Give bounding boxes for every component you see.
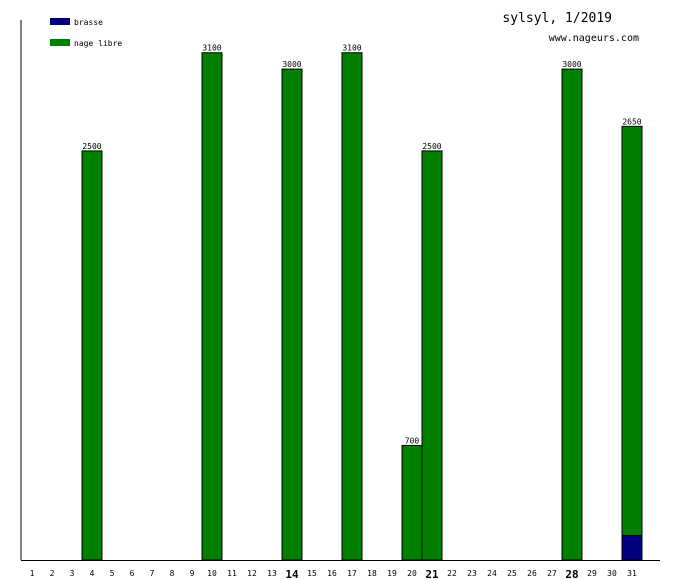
bar-nage-libre-day-21: [421, 150, 443, 561]
legend-label-nage-libre: nage libre: [74, 39, 122, 48]
x-tick-label-12: 12: [247, 569, 257, 578]
bars: [81, 52, 643, 561]
bar-nage-libre-day-28: [561, 68, 583, 561]
x-tick-label-21: 21: [425, 568, 439, 580]
x-tick-label-1: 1: [30, 569, 35, 578]
x-tick-label-25: 25: [507, 569, 517, 578]
data-label-day-17: 3100: [342, 44, 361, 53]
legend-swatch-brasse: [50, 18, 70, 25]
bar-nage-libre-day-10: [201, 52, 223, 561]
x-tick-label-29: 29: [587, 569, 597, 578]
x-tick-label-23: 23: [467, 569, 477, 578]
x-tick-label-17: 17: [347, 569, 357, 578]
x-tick-label-22: 22: [447, 569, 457, 578]
x-tick-label-2: 2: [50, 569, 55, 578]
x-tick-label-14: 14: [285, 568, 299, 580]
x-tick-label-13: 13: [267, 569, 277, 578]
x-tick-label-20: 20: [407, 569, 417, 578]
x-tick-label-30: 30: [607, 569, 617, 578]
bar-nage-libre-day-4: [81, 150, 103, 561]
x-tick-labels: 1 2 3 4 5 6 7 8 9 10 11 12 13 14 15 16 17 18 19 20 21 22 23 24 2…: [30, 568, 637, 580]
data-label-day-21: 2500: [422, 142, 441, 151]
x-tick-label-6: 6: [130, 569, 135, 578]
x-tick-label-26: 26: [527, 569, 537, 578]
data-label-day-28: 3000: [562, 60, 581, 69]
data-label-day-20: 700: [405, 436, 420, 445]
x-tick-label-11: 11: [227, 569, 237, 578]
x-tick-label-27: 27: [547, 569, 557, 578]
x-tick-label-10: 10: [207, 569, 217, 578]
x-tick-label-18: 18: [367, 569, 377, 578]
x-tick-label-19: 19: [387, 569, 397, 578]
x-tick-label-3: 3: [70, 569, 75, 578]
x-tick-label-4: 4: [90, 569, 95, 578]
data-label-day-14: 3000: [282, 60, 301, 69]
x-tick-label-24: 24: [487, 569, 497, 578]
legend-swatch-nage-libre: [50, 39, 70, 46]
x-tick-label-15: 15: [307, 569, 317, 578]
bar-nage-libre-day-14: [281, 68, 303, 561]
bar-nage-libre-day-20: [401, 444, 423, 561]
chart-title: sylsyl, 1/2019: [502, 11, 612, 26]
x-tick-label-16: 16: [327, 569, 337, 578]
data-label-day-10: 3100: [202, 44, 221, 53]
data-label-day-31: 2650: [622, 117, 641, 126]
x-tick-label-5: 5: [110, 569, 115, 578]
legend: brasse nage libre: [50, 18, 122, 48]
data-labels: 2500 3100 3000 3100 700 2500 3000 2650: [82, 44, 641, 446]
x-tick-label-8: 8: [170, 569, 175, 578]
chart-subtitle: www.nageurs.com: [549, 33, 639, 44]
bar-nage-libre-day-17: [341, 52, 363, 561]
x-tick-label-9: 9: [190, 569, 195, 578]
x-tick-label-31: 31: [627, 569, 637, 578]
bar-brasse-day-31: [621, 534, 643, 561]
x-tick-label-28: 28: [565, 568, 578, 580]
data-label-day-4: 2500: [82, 142, 101, 151]
x-tick-label-7: 7: [150, 569, 155, 578]
legend-label-brasse: brasse: [74, 18, 103, 27]
bar-nage-libre-day-31: [621, 125, 643, 536]
